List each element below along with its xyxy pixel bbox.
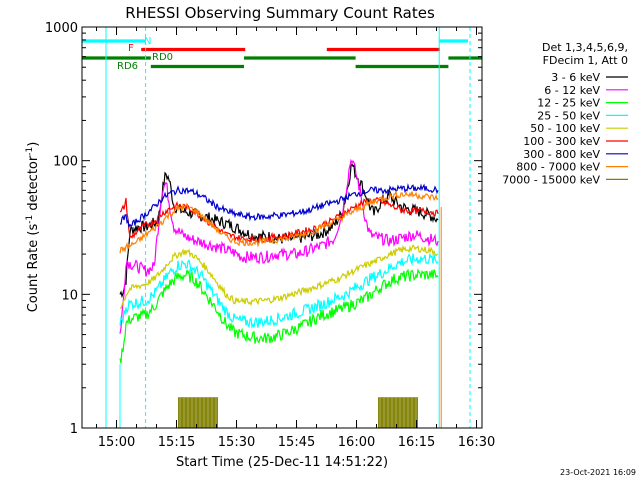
- flag-label-layer: N F RD0 RD6: [117, 36, 173, 72]
- flag-label-f: F: [128, 43, 134, 54]
- legend-entry-label: 7000 - 15000 keV: [502, 173, 600, 186]
- legend-entry-label: 6 - 12 keV: [544, 84, 600, 97]
- high-energy-count-block: [178, 397, 218, 428]
- x-tick-label: 16:15: [398, 435, 435, 450]
- series-line: [119, 244, 439, 309]
- x-tick-label: 15:30: [218, 435, 255, 450]
- y-tick-label: 10: [61, 288, 78, 303]
- legend-header-line-1: Det 1,3,4,5,6,9,: [542, 41, 628, 54]
- y-tick-label: 1: [70, 422, 78, 437]
- legend-entry-label: 800 - 7000 keV: [516, 161, 600, 174]
- x-tick-label: 15:15: [158, 435, 195, 450]
- legend-entry-label: 100 - 300 keV: [523, 135, 600, 148]
- plot-frame: [81, 26, 483, 429]
- legend-entry-label: 3 - 6 keV: [551, 71, 600, 84]
- legend-header-line-2: FDecim 1, Att 0: [543, 54, 628, 67]
- legend-entry-label: 50 - 100 keV: [530, 122, 600, 135]
- series-line: [119, 183, 439, 229]
- y-axis-ticks: 1 10 100 1000: [45, 21, 482, 437]
- legend-entry-label: 12 - 25 keV: [537, 97, 600, 110]
- vertical-marker-layer: [105, 27, 471, 428]
- legend-entry-label: 300 - 800 keV: [523, 148, 600, 161]
- series-layer: [119, 158, 439, 364]
- x-axis-label: Start Time (25-Dec-11 14:51:22): [176, 455, 388, 470]
- x-tick-label: 15:45: [278, 435, 315, 450]
- attenuator-block-layer: [178, 397, 418, 428]
- flag-label-rd0: RD0: [152, 52, 173, 63]
- high-energy-count-block: [378, 397, 418, 428]
- series-line: [119, 196, 439, 245]
- x-tick-label: 16:30: [458, 435, 495, 450]
- series-line: [119, 190, 439, 254]
- legend-entry-label: 25 - 50 keV: [537, 109, 600, 122]
- generation-timestamp: 23-Oct-2021 16:09: [560, 468, 636, 477]
- series-line: [119, 252, 439, 330]
- series-line: [119, 268, 439, 364]
- x-tick-label: 15:00: [98, 435, 135, 450]
- series-line: [119, 158, 439, 334]
- series-line: [119, 163, 439, 299]
- status-flag-layer: [82, 39, 482, 69]
- legend: Det 1,3,4,5,6,9, FDecim 1, Att 0 3 - 6 k…: [502, 41, 628, 186]
- y-axis-label: Count Rate (s-1 detector-1): [25, 142, 41, 313]
- x-tick-label: 16:00: [338, 435, 375, 450]
- flag-label-n: N: [144, 36, 151, 47]
- flag-label-rd6: RD6: [117, 61, 138, 72]
- x-axis-ticks: 15:00 15:15 15:30 15:45 16:00 16:15 16:30: [96, 27, 495, 450]
- y-tick-label: 100: [53, 155, 78, 170]
- chart-title: RHESSI Observing Summary Count Rates: [125, 4, 435, 22]
- y-tick-label: 1000: [45, 21, 78, 36]
